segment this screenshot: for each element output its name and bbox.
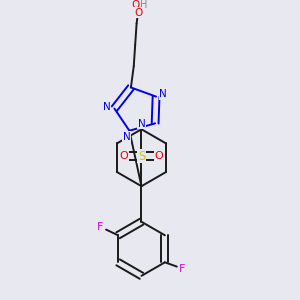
Text: N: N — [159, 89, 167, 99]
Text: H: H — [140, 0, 147, 10]
Text: S: S — [138, 150, 145, 163]
Text: O: O — [155, 151, 164, 161]
Text: OH: OH — [131, 1, 148, 10]
Text: F: F — [97, 222, 103, 232]
Text: N: N — [123, 132, 130, 142]
Text: O: O — [134, 8, 142, 18]
Text: N: N — [138, 118, 146, 129]
Text: N: N — [103, 102, 110, 112]
Text: F: F — [179, 264, 186, 274]
Text: O: O — [119, 151, 128, 161]
